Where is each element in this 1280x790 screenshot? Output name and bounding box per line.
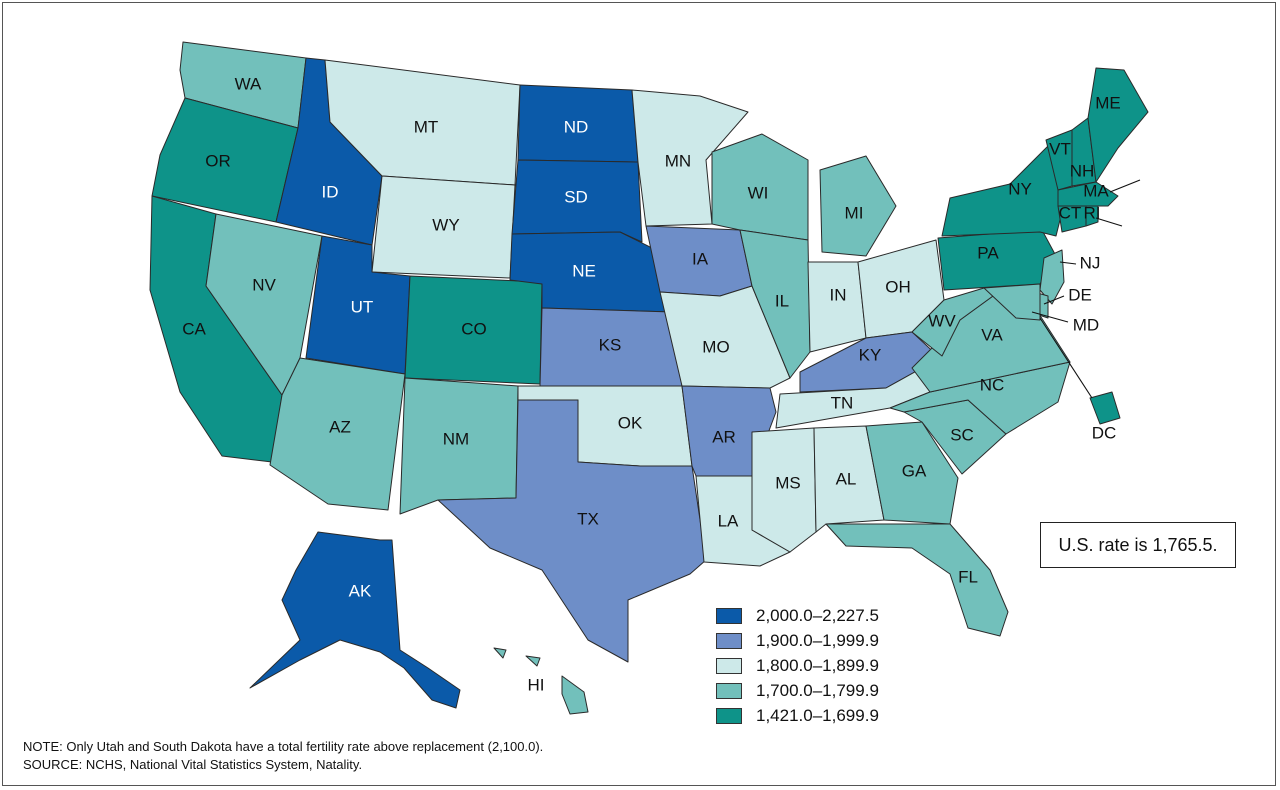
state-label-ct: CT [1059,203,1082,222]
state-label-sc: SC [950,425,974,444]
state-ny [941,139,1063,237]
state-label-ar: AR [712,427,736,446]
state-label-nh: NH [1070,161,1095,180]
state-ma [1057,181,1119,207]
legend-swatch [716,633,742,649]
state-label-ok: OK [618,413,643,432]
state-label-ak: AK [349,581,372,600]
state-label-ny: NY [1008,179,1032,198]
leader-line-de [1043,295,1065,305]
state-label-ri: RI [1084,203,1101,222]
legend-label: 1,700.0–1,799.9 [756,681,879,700]
state-label-wi: WI [748,183,769,202]
state-label-mn: MN [665,151,691,170]
state-me [1087,67,1149,183]
legend-label: 1,800.0–1,899.9 [756,656,879,675]
state-tx [437,399,707,663]
state-label-ms: MS [775,473,801,492]
state-label-va: VA [981,325,1003,344]
state-label-mo: MO [702,337,729,356]
state-label-vt: VT [1049,139,1071,158]
state-label-ky: KY [859,345,882,364]
state-label-ut: UT [351,297,374,316]
legend-label: 1,421.0–1,699.9 [756,706,879,725]
state-label-wa: WA [235,74,262,93]
state-label-az: AZ [329,417,351,436]
state-label-la: LA [718,511,739,530]
state-label-mt: MT [414,117,439,136]
legend-swatch [716,708,742,724]
state-label-nd: ND [564,117,589,136]
state-nj [1039,249,1065,305]
leader-line-dc [1039,317,1093,399]
state-label-dc: DC [1092,423,1117,442]
state-label-sd: SD [564,187,588,206]
legend-item: 1,421.0–1,699.9 [716,704,879,728]
state-label-ca: CA [182,319,206,338]
state-label-wv: WV [928,311,956,330]
state-label-wy: WY [432,215,459,234]
state-mn [631,89,749,227]
legend-item: 1,900.0–1,999.9 [716,629,879,653]
note-text: NOTE: Only Utah and South Dakota have a … [23,739,544,754]
leader-line-ri [1095,217,1123,227]
legend-item: 1,800.0–1,899.9 [716,654,879,678]
state-label-nm: NM [443,429,469,448]
state-ak [249,531,461,709]
state-or [151,97,299,223]
state-label-ne: NE [572,261,596,280]
state-label-ia: IA [692,249,709,268]
state-label-id: ID [322,182,339,201]
leader-line-ma [1109,179,1141,193]
state-label-hi: HI [528,675,545,694]
source-text: SOURCE: NCHS, National Vital Statistics … [23,757,363,772]
state-dc [1089,391,1121,425]
state-label-ks: KS [599,335,622,354]
state-ms [751,427,817,553]
state-md [983,283,1041,321]
legend-label: 1,900.0–1,999.9 [756,631,879,650]
state-label-tx: TX [577,509,599,528]
state-label-nv: NV [252,275,276,294]
state-fl [825,523,1009,637]
state-label-de: DE [1068,285,1092,304]
state-label-fl: FL [958,567,978,586]
state-mi [819,155,897,257]
us-rate-box: U.S. rate is 1,765.5. [1040,522,1236,568]
state-label-al: AL [836,469,857,488]
legend-swatch [716,658,742,674]
state-label-ma: MA [1083,181,1109,200]
state-label-mi: MI [845,203,864,222]
state-label-il: IL [775,291,789,310]
legend-swatch [716,608,742,624]
state-ri [1085,205,1099,227]
state-in [807,261,867,353]
legend-swatch [716,683,742,699]
state-label-or: OR [205,151,231,170]
state-label-pa: PA [977,243,999,262]
state-label-in: IN [830,285,847,304]
state-hi [493,647,589,715]
state-il [739,229,811,379]
state-al [813,425,885,533]
leader-line-nj [1059,261,1077,265]
legend: 2,000.0–2,227.5 1,900.0–1,999.9 1,800.0–1,… [716,604,879,729]
legend-item: 2,000.0–2,227.5 [716,604,879,628]
state-label-nc: NC [980,375,1005,394]
state-label-oh: OH [885,277,911,296]
state-label-co: CO [461,319,487,338]
state-label-me: ME [1095,93,1121,112]
state-label-ga: GA [902,461,927,480]
leader-line-md [1031,311,1069,323]
state-label-nj: NJ [1080,253,1101,272]
legend-label: 2,000.0–2,227.5 [756,606,879,625]
state-label-md: MD [1073,315,1099,334]
legend-item: 1,700.0–1,799.9 [716,679,879,703]
state-label-tn: TN [831,393,854,412]
state-ga [865,421,959,525]
footnote: NOTE: Only Utah and South Dakota have a … [23,738,543,774]
